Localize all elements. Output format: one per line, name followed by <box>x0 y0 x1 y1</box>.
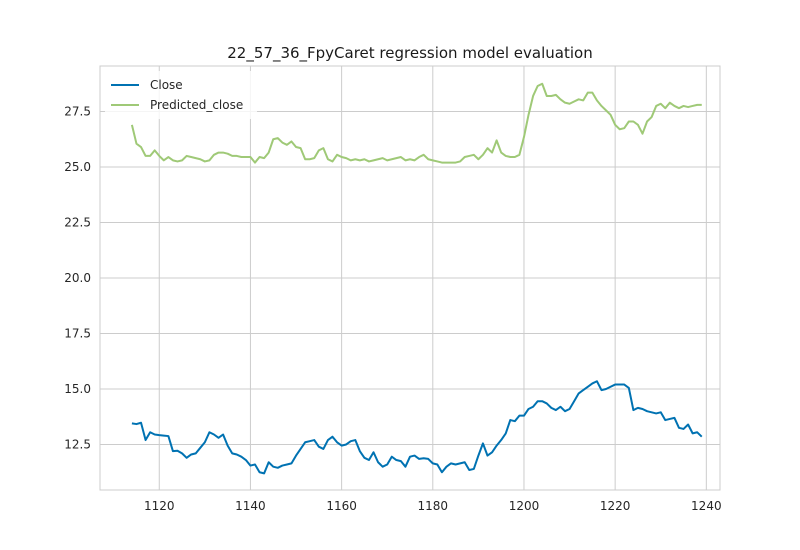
chart-title: 22_57_36_FpyCaret regression model evalu… <box>227 44 592 63</box>
y-tick-label: 20.0 <box>64 271 91 285</box>
y-tick-label: 12.5 <box>64 437 91 451</box>
plot-frame <box>99 65 721 491</box>
series-lines <box>130 82 703 475</box>
series-line-1 <box>130 82 702 164</box>
series-line-0 <box>131 380 703 475</box>
x-tick-label: 1220 <box>600 499 631 513</box>
y-tick-label: 17.5 <box>64 326 91 340</box>
x-tick-label: 1200 <box>509 499 540 513</box>
y-tick-label: 22.5 <box>64 216 91 230</box>
y-axis-ticks: 12.5 15.0 17.5 20.0 22.5 25.0 27.5 <box>64 105 91 452</box>
axes-border <box>99 65 721 491</box>
y-tick-label: 27.5 <box>64 105 91 119</box>
legend: Close Predicted_close <box>105 71 257 119</box>
x-tick-label: 1240 <box>691 499 722 513</box>
y-tick-label: 15.0 <box>64 382 91 396</box>
legend-label-close: Close <box>150 78 183 92</box>
x-tick-label: 1120 <box>144 499 175 513</box>
x-tick-label: 1140 <box>235 499 266 513</box>
x-tick-label: 1180 <box>418 499 449 513</box>
x-axis-ticks: 1120 1140 1160 1180 1200 1220 1240 <box>144 499 722 513</box>
legend-label-predicted-close: Predicted_close <box>150 98 243 112</box>
legend-box <box>105 71 257 119</box>
y-tick-label: 25.0 <box>64 160 91 174</box>
x-tick-label: 1160 <box>326 499 357 513</box>
